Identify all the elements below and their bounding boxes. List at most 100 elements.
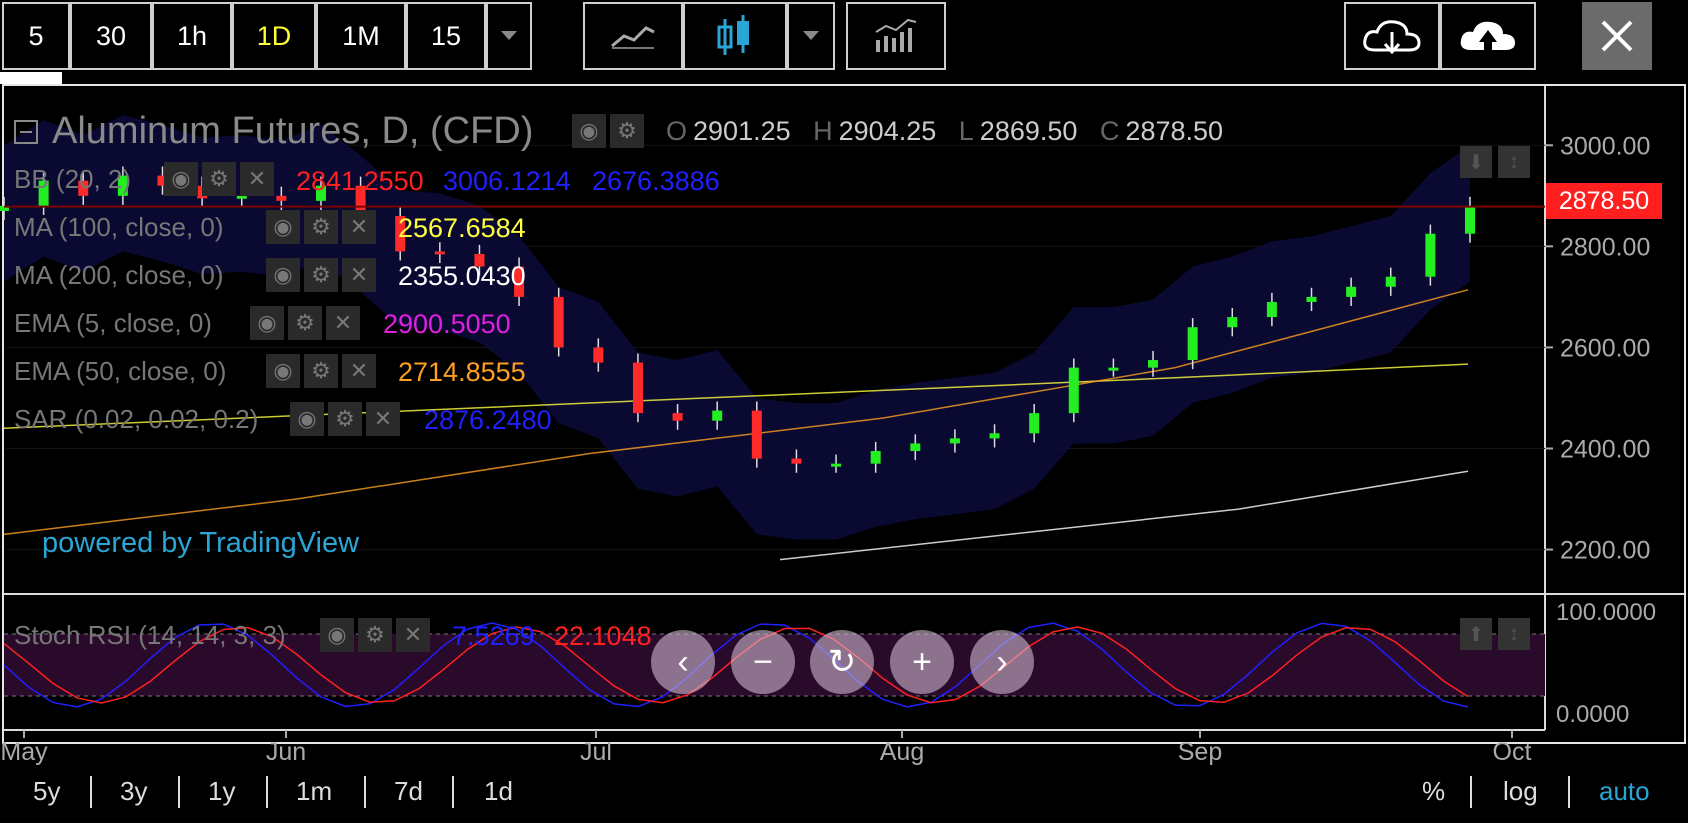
candle-body: [1068, 367, 1079, 414]
high-value: 2904.25: [838, 116, 937, 146]
interval-1h-button[interactable]: 1h: [152, 2, 232, 70]
indicator-ema5-value: 2900.5050: [383, 309, 511, 339]
range-5y-button[interactable]: 5y: [33, 776, 61, 806]
indicator-ema50-icons: ◉ ⚙ ✕: [266, 354, 376, 388]
interval-5-button[interactable]: 5: [2, 2, 70, 70]
log-scale-button[interactable]: log: [1503, 776, 1538, 806]
range-7d-button[interactable]: 7d: [394, 776, 423, 806]
line-chart-icon: [611, 26, 655, 49]
remove-icon[interactable]: ✕: [240, 162, 274, 196]
symbol-legend[interactable]: Aluminum Futures, D, (CFD): [14, 110, 533, 153]
remove-icon[interactable]: ✕: [342, 258, 376, 292]
indicator-bb-value-3: 2676.3886: [592, 166, 720, 196]
candlestick-button[interactable]: [683, 2, 787, 70]
gear-icon[interactable]: ⚙: [610, 114, 644, 148]
resize-icon: ↕: [1509, 622, 1519, 645]
time-tick-label: Sep: [1178, 738, 1222, 766]
divider: [452, 776, 454, 808]
indicator-sar-icons: ◉ ⚙ ✕: [290, 402, 400, 436]
reset-zoom-button[interactable]: ↻: [810, 630, 874, 694]
candle-body: [870, 451, 881, 464]
arrow-down-icon: ⬇: [1467, 151, 1485, 174]
interval-1m-button[interactable]: 1M: [316, 2, 406, 70]
interval-15-button[interactable]: 15: [406, 2, 486, 70]
indicators-icon: [875, 18, 917, 52]
candle-body: [1148, 360, 1159, 368]
range-1y-button[interactable]: 1y: [208, 776, 236, 806]
stoch-rsi-d-value: 22.1048: [554, 621, 652, 651]
divider: [266, 776, 268, 808]
pane-down-button[interactable]: ⬇: [1460, 146, 1492, 178]
range-3y-button[interactable]: 3y: [120, 776, 148, 806]
zoom-in-button[interactable]: +: [890, 630, 954, 694]
cloud-download-button[interactable]: [1344, 2, 1440, 70]
open-value: 2901.25: [693, 116, 791, 146]
eye-icon[interactable]: ◉: [572, 114, 606, 148]
close-button[interactable]: [1582, 2, 1652, 70]
candle-body: [514, 266, 525, 297]
remove-icon[interactable]: ✕: [342, 354, 376, 388]
moving-average-line: [3, 289, 1469, 536]
candle-body: [276, 195, 287, 201]
interval-30-button[interactable]: 30: [70, 2, 152, 70]
scroll-right-button[interactable]: ›: [970, 630, 1034, 694]
close-value: 2878.50: [1125, 116, 1224, 146]
eye-icon[interactable]: ◉: [164, 162, 198, 196]
scroll-left-button[interactable]: ‹: [651, 630, 715, 694]
top-toolbar: 5 30 1h 1D 1M 15: [0, 0, 1688, 78]
interval-dropdown-button[interactable]: [486, 2, 532, 70]
indicator-bb-value-2: 3006.1214: [443, 166, 571, 196]
stoch-k-line: [3, 622, 1469, 708]
candle-body: [949, 438, 960, 444]
gear-icon[interactable]: ⚙: [304, 210, 338, 244]
indicators-button[interactable]: [846, 2, 946, 70]
eye-icon[interactable]: ◉: [290, 402, 324, 436]
stoch-pane-up-button[interactable]: ⬆: [1460, 618, 1492, 650]
eye-icon[interactable]: ◉: [320, 618, 354, 652]
eye-icon[interactable]: ◉: [250, 306, 284, 340]
zoom-out-button[interactable]: −: [731, 630, 795, 694]
scroll-tab[interactable]: [0, 72, 62, 84]
gear-icon[interactable]: ⚙: [328, 402, 362, 436]
gear-icon[interactable]: ⚙: [288, 306, 322, 340]
candle-body: [315, 185, 326, 201]
pane-resize-button[interactable]: ↕: [1498, 146, 1530, 178]
candle-body: [1306, 296, 1317, 302]
auto-scale-button[interactable]: auto: [1599, 776, 1650, 806]
collapse-legend-icon[interactable]: [14, 119, 38, 144]
gear-icon[interactable]: ⚙: [304, 258, 338, 292]
candlestick-icon: [717, 15, 749, 55]
range-1m-button[interactable]: 1m: [296, 776, 333, 806]
range-1d-button[interactable]: 1d: [484, 776, 513, 806]
remove-icon[interactable]: ✕: [396, 618, 430, 652]
cloud-upload-button[interactable]: [1440, 2, 1536, 70]
chevron-right-icon: ›: [996, 642, 1008, 681]
eye-icon[interactable]: ◉: [266, 210, 300, 244]
time-tick-label: Jul: [580, 738, 612, 766]
indicator-bb-label: BB (20, 2): [14, 164, 132, 194]
time-tick-label: Oct: [1493, 738, 1532, 766]
gear-icon[interactable]: ⚙: [358, 618, 392, 652]
tradingview-watermark[interactable]: powered by TradingView: [42, 527, 360, 559]
candle-body: [910, 443, 921, 452]
stoch-pane-resize-button[interactable]: ↕: [1498, 618, 1530, 650]
remove-icon[interactable]: ✕: [366, 402, 400, 436]
gear-icon[interactable]: ⚙: [304, 354, 338, 388]
ohlc-values: O 2901.25 H 2904.25 L 2869.50 C 2878.50: [666, 116, 1223, 147]
indicator-ema5-icons: ◉ ⚙ ✕: [250, 306, 360, 340]
line-chart-button[interactable]: [583, 2, 683, 70]
gear-icon[interactable]: ⚙: [202, 162, 236, 196]
remove-icon[interactable]: ✕: [342, 210, 376, 244]
eye-icon[interactable]: ◉: [266, 354, 300, 388]
close-label: C: [1099, 116, 1120, 146]
candle-body: [712, 410, 723, 421]
remove-icon[interactable]: ✕: [326, 306, 360, 340]
interval-1d-button[interactable]: 1D: [232, 2, 316, 70]
eye-icon[interactable]: ◉: [266, 258, 300, 292]
chart-type-dropdown-button[interactable]: [787, 2, 835, 70]
candle-body: [474, 253, 485, 267]
percent-scale-button[interactable]: %: [1422, 776, 1446, 806]
cloud-upload-icon: [1460, 21, 1515, 52]
divider: [90, 776, 92, 808]
indicator-sar-value: 2876.2480: [424, 405, 552, 435]
